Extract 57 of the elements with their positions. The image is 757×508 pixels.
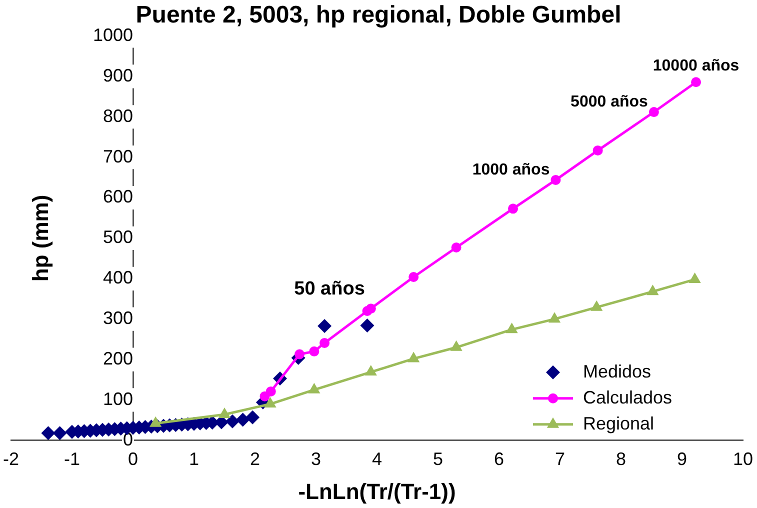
x-tick-label: -1 xyxy=(64,449,80,470)
x-tick-label: 5 xyxy=(432,449,444,470)
x-tick-label: 9 xyxy=(676,449,688,470)
point xyxy=(264,397,276,408)
y-axis-title: hp (mm) xyxy=(28,194,54,282)
chart-title: Puente 2, 5003, hp regional, Doble Gumbel xyxy=(136,2,622,29)
point xyxy=(364,365,377,376)
point xyxy=(266,386,276,396)
point xyxy=(548,312,561,323)
x-tick-label: 6 xyxy=(494,449,504,470)
y-tick-label: 700 xyxy=(102,146,133,166)
point xyxy=(506,322,518,334)
x-tick-label: 10 xyxy=(732,449,754,470)
point xyxy=(318,318,332,333)
annotation: 5000 años xyxy=(570,93,648,110)
point xyxy=(309,346,320,356)
annotation: 1000 años xyxy=(472,161,550,178)
y-tick-label: 200 xyxy=(102,348,133,368)
point xyxy=(294,349,305,360)
point xyxy=(320,338,330,348)
y-tick-label: 300 xyxy=(102,308,133,328)
x-tick-label: 3 xyxy=(310,449,322,470)
point xyxy=(592,145,603,156)
point xyxy=(408,272,419,282)
point xyxy=(648,107,659,118)
legend-label: Regional xyxy=(583,413,654,434)
y-tick-label: 100 xyxy=(102,388,133,409)
x-tick-label: -2 xyxy=(2,449,20,470)
point xyxy=(218,408,231,418)
y-tick-label: 900 xyxy=(102,65,133,86)
y-tick-label: 500 xyxy=(102,227,133,248)
annotation: 50 años xyxy=(294,278,365,300)
x-tick-label: 4 xyxy=(372,449,382,470)
x-tick-label: 1 xyxy=(188,449,200,470)
point xyxy=(360,318,374,333)
point xyxy=(451,242,462,252)
point xyxy=(41,426,56,440)
point xyxy=(52,426,67,440)
point xyxy=(246,410,260,424)
x-tick-label: 2 xyxy=(250,449,260,470)
y-tick-label: 1000 xyxy=(92,24,133,45)
point xyxy=(236,412,250,427)
x-tick-label: 8 xyxy=(616,449,626,470)
y-tick-label: 600 xyxy=(102,186,133,207)
point xyxy=(366,304,376,314)
legend-label: Calculados xyxy=(583,387,672,408)
point xyxy=(646,284,659,296)
y-tick-label: 400 xyxy=(102,268,133,288)
y-tick-label: 800 xyxy=(102,106,133,126)
legend-label: Medidos xyxy=(583,361,652,382)
x-axis-title: -LnLn(Tr/(Tr-1)) xyxy=(298,479,456,504)
point xyxy=(550,174,561,185)
annotation: 10000 años xyxy=(652,58,740,75)
point xyxy=(691,77,702,88)
x-tick-label: 7 xyxy=(554,449,566,470)
point xyxy=(508,204,518,214)
point xyxy=(225,414,240,428)
